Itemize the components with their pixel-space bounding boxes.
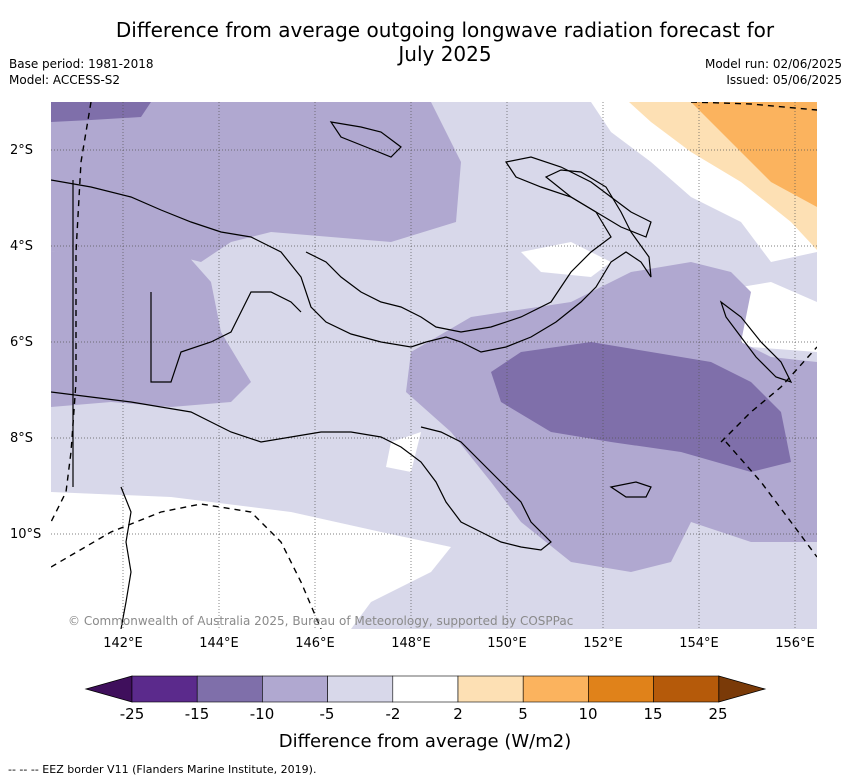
anomaly-region-positive [691,102,817,207]
model-run: Model run: 02/06/2025 [704,57,842,71]
meta-right: Model run: 02/06/2025 Issued: 05/06/2025 [705,56,842,88]
model-name: Model: ACCESS-S2 [9,73,121,87]
new-guinea-coast [51,169,652,353]
colorbar-tick: 15 [643,705,663,723]
copyright-notice: © Commonwealth of Australia 2025, Bureau… [68,614,574,628]
colorbar-ticks: -25 -15 -10 -5 -2 2 5 10 15 25 [0,705,850,725]
anomaly-region-neutral [51,492,451,629]
colorbar-tick: 2 [453,705,463,723]
colorbar-tick: -5 [319,705,335,723]
coastlines [51,121,793,629]
colorbar-cell [327,675,394,703]
colorbar-cell [196,675,263,703]
colorbar-tick: 25 [708,705,728,723]
lon-label: 156°E [775,636,815,651]
colorbar-tick: -2 [385,705,401,723]
gridlines [51,102,817,629]
lon-label: 146°E [295,636,335,651]
colorbar-cell [131,675,198,703]
colorbar-cell [653,675,720,703]
map-title: Difference from average outgoing longwav… [115,18,775,66]
colorbar-extend-low [84,675,133,703]
island-group [329,121,402,158]
lat-label: 10°S [10,527,42,542]
colorbar-tick: 10 [578,705,598,723]
lon-label: 152°E [583,636,623,651]
colorbar-cell [262,675,328,703]
bougainville-coast [719,300,793,384]
anomaly-region-neutral [386,432,421,472]
colorbar-tick: -25 [119,705,145,723]
southern-coast [51,391,552,551]
province-border [72,180,302,487]
base-period: Base period: 1981-2018 [9,57,154,71]
anomaly-region-dark [51,102,151,122]
colorbar-cell [457,675,524,703]
eez-footnote: -- -- -- EEZ border V11 (Flanders Marine… [8,763,317,776]
map-canvas [51,102,817,629]
colorbar-tick: -10 [249,705,275,723]
colorbar-extend-high [718,675,767,703]
new-britain-coast [505,156,652,238]
anomaly-region-neutral [521,242,611,277]
eez-borders [51,102,817,629]
colorbar-cell [392,675,459,703]
colorbar-label: Difference from average (W/m2) [278,731,572,752]
lat-label: 8°S [10,431,34,446]
meta-left: Base period: 1981-2018 Model: ACCESS-S2 [9,56,154,88]
island-group [609,481,652,498]
australia-coast [120,486,132,629]
map-panel[interactable] [51,102,817,629]
lat-label: 2°S [10,143,34,158]
colorbar-cell [522,675,589,703]
anomaly-region-dark [491,342,791,472]
lon-label: 142°E [103,636,143,651]
issued-date: Issued: 05/06/2025 [726,73,842,87]
lon-label: 154°E [679,636,719,651]
colorbar [84,675,767,703]
lon-label: 150°E [487,636,527,651]
colorbar-tick: 5 [518,705,528,723]
colorbar-cell [588,675,654,703]
anomaly-region-medium [51,102,461,262]
lat-label: 4°S [10,239,34,254]
colorbar-tick: -15 [184,705,210,723]
lon-label: 144°E [199,636,239,651]
lat-label: 6°S [10,335,34,350]
lon-label: 148°E [391,636,431,651]
